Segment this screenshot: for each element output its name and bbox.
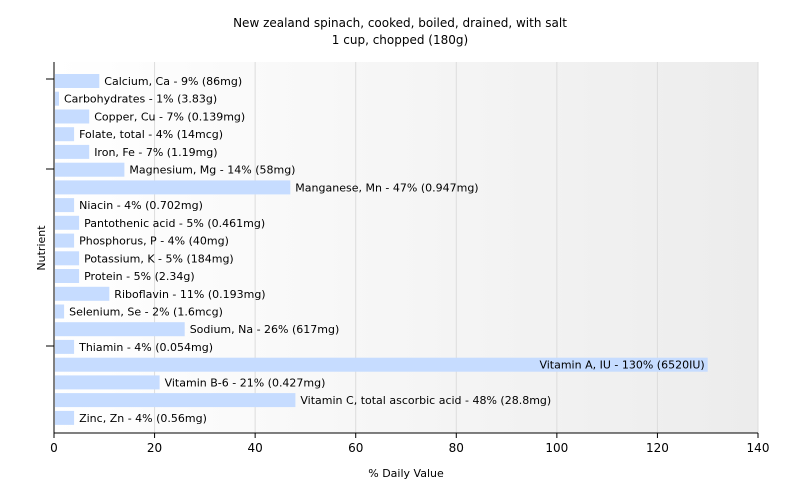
- x-tick-label: 80: [449, 441, 464, 455]
- bar-label: Magnesium, Mg - 14% (58mg): [129, 164, 295, 177]
- bar: [55, 357, 708, 372]
- bar-label: Zinc, Zn - 4% (0.56mg): [79, 412, 207, 425]
- bar-label: Vitamin B-6 - 21% (0.427mg): [165, 376, 326, 389]
- bar-label: Iron, Fe - 7% (1.19mg): [94, 146, 217, 159]
- bar: [55, 339, 75, 354]
- bar-label: Niacin - 4% (0.702mg): [79, 199, 203, 212]
- bar: [55, 74, 100, 88]
- x-tick-label: 140: [747, 441, 770, 455]
- x-tick-labels: 0 20 40 60 80 100 120 140: [50, 441, 769, 455]
- x-tick-label: 40: [248, 441, 263, 455]
- bar: [55, 251, 80, 266]
- bar: [55, 304, 65, 319]
- bar: [55, 322, 185, 337]
- bar-label: Vitamin A, IU - 130% (6520IU): [539, 359, 704, 372]
- x-tick-label: 0: [50, 441, 58, 455]
- bar-label: Protein - 5% (2.34g): [84, 270, 195, 283]
- x-tick-label: 120: [646, 441, 669, 455]
- bar-label: Riboflavin - 11% (0.193mg): [114, 288, 265, 301]
- y-axis-title: Nutrient: [35, 225, 48, 271]
- bar: [55, 109, 90, 124]
- bar-label: Vitamin C, total ascorbic acid - 48% (28…: [300, 394, 551, 407]
- bar: [55, 269, 80, 283]
- bar-label: Potassium, K - 5% (184mg): [84, 252, 234, 265]
- bar: [55, 180, 291, 195]
- bar: [55, 286, 110, 301]
- bar: [55, 410, 75, 425]
- x-axis-title: % Daily Value: [368, 467, 444, 480]
- bar-label: Copper, Cu - 7% (0.139mg): [94, 111, 245, 124]
- x-tick-label: 100: [545, 441, 568, 455]
- axes: [46, 62, 759, 438]
- bar: [55, 215, 80, 230]
- x-tick-label: 20: [147, 441, 162, 455]
- bar-label: Manganese, Mn - 47% (0.947mg): [295, 181, 478, 194]
- bar: [55, 233, 75, 248]
- bar: [55, 91, 59, 106]
- chart-title: New zealand spinach, cooked, boiled, dra…: [233, 16, 567, 30]
- bar-label: Calcium, Ca - 9% (86mg): [104, 75, 242, 88]
- bar: [55, 127, 75, 142]
- bar-label: Phosphorus, P - 4% (40mg): [79, 235, 229, 248]
- bar: [55, 393, 296, 408]
- bars: Calcium, Ca - 9% (86mg) Carbohydrates - 1…: [55, 74, 708, 425]
- bar-label: Pantothenic acid - 5% (0.461mg): [84, 217, 265, 230]
- bar-label: Thiamin - 4% (0.054mg): [78, 341, 213, 354]
- bar-label: Carbohydrates - 1% (3.83g): [64, 93, 217, 106]
- bar-label: Folate, total - 4% (14mcg): [79, 128, 223, 141]
- x-tick-label: 60: [348, 441, 363, 455]
- bar: [55, 375, 160, 390]
- bar-label: Sodium, Na - 26% (617mg): [190, 323, 340, 336]
- bar: [55, 144, 90, 159]
- bar: [55, 198, 75, 213]
- bar: [55, 162, 125, 177]
- bar-label: Selenium, Se - 2% (1.6mcg): [69, 306, 223, 319]
- chart-subtitle: 1 cup, chopped (180g): [332, 33, 468, 47]
